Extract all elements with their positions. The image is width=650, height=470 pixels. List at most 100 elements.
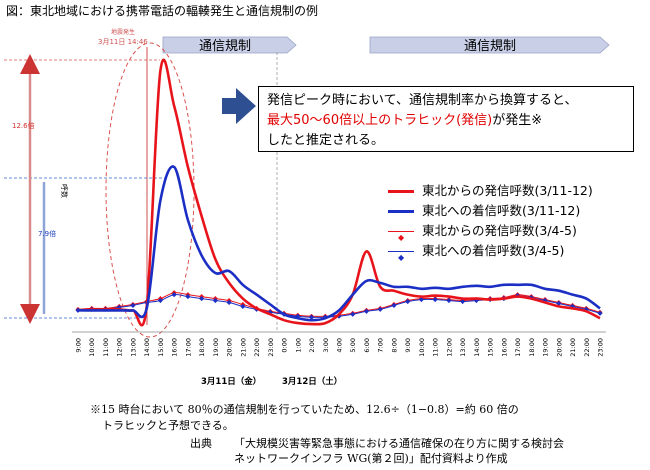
- x-tick-label: 0:00: [281, 338, 289, 353]
- series-point: [391, 302, 397, 308]
- legend-swatch: ◆: [388, 230, 414, 242]
- x-tick-label: 19:00: [542, 338, 550, 357]
- series-point: [446, 297, 452, 304]
- x-tick-label: 16:00: [500, 338, 508, 357]
- footnote-line-2: トラヒックと予想できる。: [102, 419, 234, 432]
- x-tick-label: 14:00: [473, 338, 481, 357]
- y-axis-label: 呼数: [60, 184, 69, 198]
- x-tick-label: 23:00: [597, 338, 605, 357]
- series-point: [130, 302, 136, 308]
- series-point: [432, 297, 438, 303]
- quake-time: 3月11日 14:46: [98, 38, 148, 46]
- date-label-0312: 3月12日（土）: [282, 376, 342, 387]
- legend-item: ◆ 東北からの発信呼数(3/4-5): [388, 221, 593, 242]
- series-line: [77, 58, 601, 327]
- legend-label: 東北からの発信呼数(3/4-5): [422, 223, 577, 238]
- x-tick-label: 13:00: [129, 338, 137, 357]
- callout-line-2-rest: が発生※: [492, 113, 543, 128]
- series-point: [405, 298, 411, 305]
- x-tick-label: 8:00: [390, 338, 398, 353]
- legend-item: 東北からの発信呼数(3/11-12): [388, 181, 593, 201]
- footnote-line-1: ※15 時台において 80％の通信規制を行っていたため、12.6÷（1−0.8）…: [90, 403, 519, 416]
- callout-line-1: 発信ピーク時において、通信規制率から換算すると、: [267, 93, 578, 108]
- x-tick-label: 19:00: [212, 338, 220, 357]
- ratio-low-label: 7.9倍: [38, 229, 56, 238]
- x-tick-label: 9:00: [404, 338, 412, 353]
- banner-right: 通信規制: [369, 36, 610, 54]
- x-axis-ticks: 9:00 10:00 11:00 12:00 13:00 14:00 15:00 16:00 1…: [75, 338, 605, 357]
- series-line: [77, 165, 601, 322]
- footnote: ※15 時台において 80％の通信規制を行っていたため、12.6÷（1−0.8）…: [90, 402, 519, 434]
- banner-left: 通信規制: [162, 36, 297, 54]
- figure-caption: 図：東北地域における携帯電話の輻輳発生と通信規制の例: [6, 4, 319, 18]
- callout-box: 発信ピーク時において、通信規制率から換算すると、 最大50～60倍以上のトラヒッ…: [258, 86, 634, 152]
- source-line-2: ネットワークインフラ WG(第２回)」配付資料より作成: [234, 452, 508, 465]
- x-tick-label: 17:00: [514, 338, 522, 357]
- x-tick-label: 23:00: [267, 338, 275, 357]
- series-point: [171, 292, 177, 298]
- x-tick-label: 5:00: [349, 338, 357, 353]
- x-tick-label: 11:00: [102, 338, 110, 357]
- legend-swatch: ◆: [388, 250, 414, 262]
- series-point: [308, 314, 315, 320]
- series-point: [460, 298, 466, 305]
- x-tick-label: 12:00: [445, 338, 453, 357]
- legend-swatch: [388, 189, 414, 193]
- x-tick-label: 17:00: [184, 338, 192, 357]
- quake-label: 地震発生: [111, 28, 135, 36]
- legend-label: 東北への着信呼数(3/4-5): [422, 243, 565, 258]
- x-tick-label: 7:00: [377, 338, 385, 353]
- x-tick-label: 21:00: [239, 338, 247, 357]
- x-tick-label: 1:00: [294, 338, 302, 353]
- series-point: [597, 310, 603, 316]
- x-tick-label: 20:00: [555, 338, 563, 357]
- x-tick-label: 13:00: [459, 338, 467, 357]
- x-tick-label: 9:00: [75, 338, 83, 353]
- series-point: [418, 297, 424, 303]
- legend: 東北からの発信呼数(3/11-12) 東北への着信呼数(3/11-12) ◆ 東…: [388, 181, 593, 262]
- legend-item: ◆ 東北への着信呼数(3/4-5): [388, 241, 593, 262]
- series-point: [226, 299, 232, 306]
- chart: 通信規制 通信規制 地震発生 3月11日 14:46 12.6倍 7.9倍 呼数…: [4, 28, 610, 387]
- callout-line-3: したと推定される。: [267, 133, 385, 148]
- x-tick-label: 6:00: [363, 338, 371, 353]
- date-label-0311: 3月11日（金）: [201, 376, 261, 387]
- x-tick-label: 22:00: [253, 338, 261, 357]
- series-point: [199, 296, 205, 302]
- series-point: [240, 303, 246, 309]
- series-point: [350, 311, 356, 317]
- banner-right-label: 通信規制: [464, 39, 516, 54]
- x-tick-label: 20:00: [226, 338, 234, 357]
- banner-left-label: 通信規制: [199, 39, 251, 54]
- series-point: [377, 306, 383, 312]
- callout-highlight: 最大50～60倍以上のトラヒック(発信): [267, 113, 493, 128]
- x-tick-label: 11:00: [432, 338, 440, 357]
- series-point: [185, 294, 191, 300]
- x-tick-label: 10:00: [418, 338, 426, 357]
- x-tick-label: 14:00: [143, 338, 151, 357]
- x-tick-label: 10:00: [88, 338, 96, 357]
- legend-label: 東北からの発信呼数(3/11-12): [422, 183, 593, 198]
- source-line-1: 「大規模災害等緊急事態における通信確保の在り方に関する検討会: [234, 437, 564, 450]
- legend-swatch: [388, 209, 414, 213]
- legend-label: 東北への着信呼数(3/11-12): [422, 203, 581, 218]
- legend-item: 東北への着信呼数(3/11-12): [388, 201, 593, 221]
- x-tick-label: 18:00: [528, 338, 536, 357]
- plot-area: [75, 58, 603, 327]
- x-tick-label: 2:00: [308, 338, 316, 353]
- x-tick-label: 15:00: [487, 338, 495, 357]
- callout-line-2: 最大50～60倍以上のトラヒック(発信)が発生※: [267, 111, 625, 131]
- callout-arrow: [222, 88, 256, 124]
- series-point: [363, 308, 370, 314]
- x-tick-label: 4:00: [336, 338, 344, 353]
- x-tick-label: 15:00: [157, 338, 165, 357]
- x-tick-label: 12:00: [116, 338, 124, 357]
- source-label: 出典: [190, 437, 212, 450]
- x-tick-label: 3:00: [322, 338, 330, 353]
- x-tick-label: 21:00: [569, 338, 577, 357]
- x-tick-label: 22:00: [583, 338, 591, 357]
- series-point: [212, 297, 218, 304]
- x-tick-label: 16:00: [171, 338, 179, 357]
- x-tick-label: 18:00: [198, 338, 206, 357]
- series-point: [157, 297, 163, 304]
